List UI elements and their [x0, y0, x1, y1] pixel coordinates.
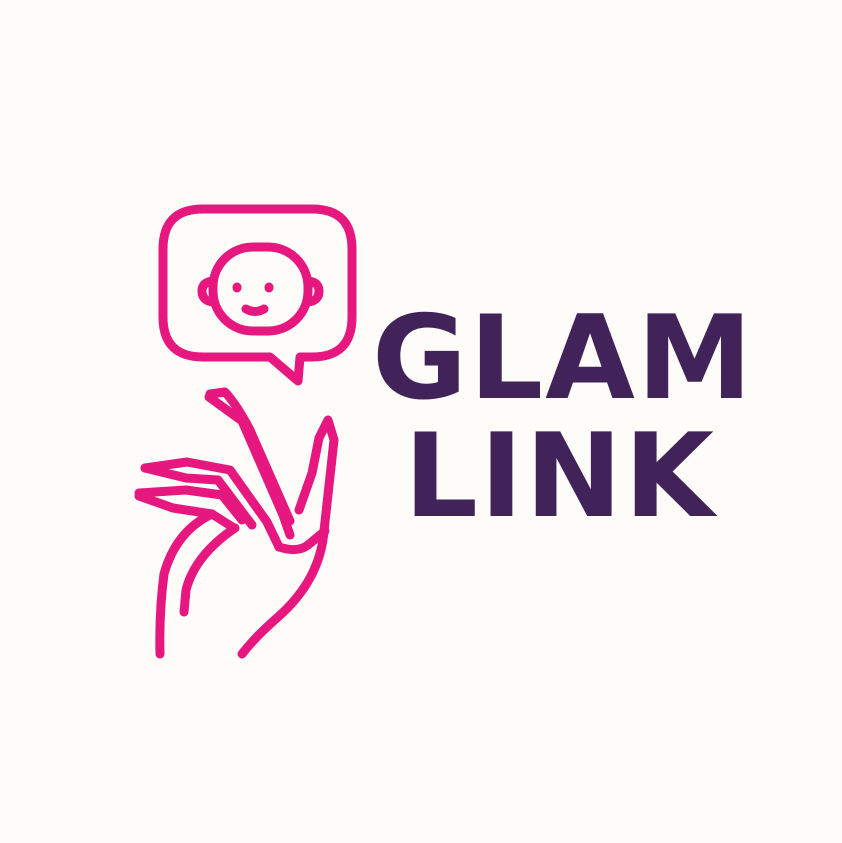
speech-bubble-icon [158, 204, 357, 386]
hand-icon [134, 387, 339, 659]
robot-face-icon [197, 242, 324, 336]
brand-name-line-2: LINK [404, 409, 717, 544]
brand-name-line-1: GLAM [372, 291, 755, 426]
brand-wordmark: GLAM LINK [372, 300, 772, 536]
